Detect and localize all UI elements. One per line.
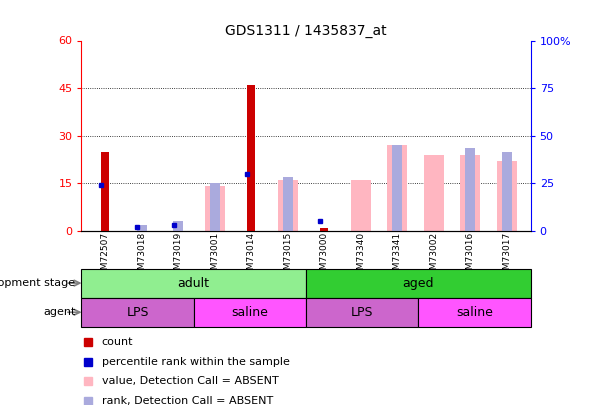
Bar: [497, 161, 517, 231]
Bar: [101, 151, 109, 231]
Text: rank, Detection Call = ABSENT: rank, Detection Call = ABSENT: [102, 396, 273, 405]
Bar: [81, 269, 306, 298]
Title: GDS1311 / 1435837_at: GDS1311 / 1435837_at: [225, 24, 387, 38]
Bar: [306, 269, 531, 298]
Bar: [320, 228, 328, 231]
Bar: [204, 186, 225, 231]
Bar: [136, 224, 147, 231]
Bar: [283, 177, 293, 231]
Text: aged: aged: [403, 277, 434, 290]
Text: LPS: LPS: [351, 306, 373, 319]
Bar: [387, 145, 408, 231]
Text: saline: saline: [456, 306, 493, 319]
Text: development stage: development stage: [0, 278, 75, 288]
Text: adult: adult: [178, 277, 210, 290]
Bar: [392, 145, 402, 231]
Bar: [278, 180, 298, 231]
Bar: [210, 183, 220, 231]
Text: value, Detection Call = ABSENT: value, Detection Call = ABSENT: [102, 376, 279, 386]
Bar: [306, 298, 418, 327]
Text: count: count: [102, 337, 133, 347]
Bar: [351, 180, 371, 231]
Text: saline: saline: [232, 306, 268, 319]
Bar: [418, 298, 531, 327]
Bar: [502, 151, 512, 231]
Bar: [173, 221, 183, 231]
Text: percentile rank within the sample: percentile rank within the sample: [102, 356, 289, 367]
Bar: [466, 148, 476, 231]
Text: agent: agent: [43, 307, 75, 317]
Bar: [460, 155, 481, 231]
Bar: [247, 85, 255, 231]
Bar: [194, 298, 306, 327]
Bar: [81, 298, 194, 327]
Bar: [424, 155, 444, 231]
Text: LPS: LPS: [126, 306, 149, 319]
